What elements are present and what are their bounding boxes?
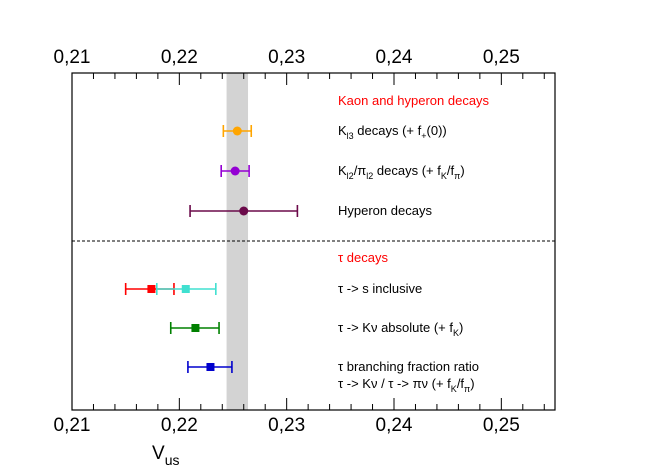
label-segment: + (421, 131, 426, 141)
x-axis-label: Vus (152, 443, 179, 468)
label-segment: π (464, 384, 470, 394)
top-tick-label: 0,23 (268, 47, 305, 68)
data-point (147, 285, 156, 293)
label-segment: K (451, 384, 457, 394)
entry-label: Kl2/πl2 decays (+ fK/fπ) (338, 163, 465, 181)
label-segment: l2 (347, 171, 354, 181)
label-segment: τ -> Kν / τ -> πν (+ f (338, 376, 451, 391)
entry-label: τ -> s inclusive (338, 281, 422, 296)
measurement-tau-inclusive (124, 283, 217, 295)
top-tick-label: 0,25 (483, 47, 520, 68)
section-title-symbol: τ (338, 250, 344, 265)
section-title-text: decays (343, 250, 388, 265)
entry-label: Kl3 decays (+ f+(0)) (338, 123, 447, 141)
label-segment: τ -> s inclusive (338, 281, 422, 296)
top-tick-label: 0,22 (161, 47, 198, 68)
label-segment: (0)) (427, 123, 447, 138)
data-point (232, 126, 242, 136)
entry-label-line2: τ -> Kν / τ -> πν (+ fK/fπ) (338, 376, 475, 394)
bottom-tick-label: 0,21 (54, 415, 91, 436)
label-segment: /f (457, 376, 465, 391)
measurement-kl3 (222, 125, 253, 137)
measurement-tau-kv-absolute (169, 322, 220, 334)
label-segment: τ branching fraction ratio (338, 359, 479, 374)
x-axis-label-main: V (152, 443, 165, 464)
label-segment: ) (460, 163, 464, 178)
measurement-tau-branching-ratio (187, 361, 233, 373)
label-segment: K (338, 163, 347, 178)
label-segment: l3 (347, 131, 354, 141)
data-point (206, 363, 215, 371)
label-segment: ) (459, 320, 463, 335)
data-point (181, 285, 190, 293)
label-segment: decays (+ f (354, 123, 422, 138)
measurement-hyperon (189, 205, 299, 217)
label-segment: K (453, 328, 459, 338)
label-segment: l2 (366, 171, 373, 181)
top-tick-label: 0,21 (54, 47, 91, 68)
entry-label: τ branching fraction ratio (338, 359, 479, 374)
bottom-tick-label: 0,23 (268, 415, 305, 436)
label-segment: Hyperon decays (338, 203, 432, 218)
label-segment: τ -> Kν absolute (+ f (338, 320, 453, 335)
label-segment: /π (354, 163, 367, 178)
label-segment: ) (470, 376, 474, 391)
data-point (239, 206, 249, 216)
label-segment: /f (447, 163, 455, 178)
section-title-text: Kaon and hyperon decays (338, 93, 490, 108)
label-segment: decays (+ f (373, 163, 441, 178)
entry-label: τ -> Kν absolute (+ fK) (338, 320, 463, 338)
bottom-tick-label: 0,24 (376, 415, 413, 436)
bottom-tick-label: 0,22 (161, 415, 198, 436)
section-title: τ decays (338, 250, 388, 265)
measurement-kl2 (220, 165, 250, 177)
section-title: Kaon and hyperon decays (338, 93, 490, 108)
label-segment: K (338, 123, 347, 138)
label-segment: π (454, 171, 460, 181)
label-segment: K (441, 171, 447, 181)
entry-label: Hyperon decays (338, 203, 432, 218)
top-tick-label: 0,24 (376, 47, 413, 68)
bottom-tick-label: 0,25 (483, 415, 520, 436)
x-axis-label-sub: us (165, 452, 180, 468)
data-point (191, 324, 200, 332)
data-point (230, 166, 240, 176)
